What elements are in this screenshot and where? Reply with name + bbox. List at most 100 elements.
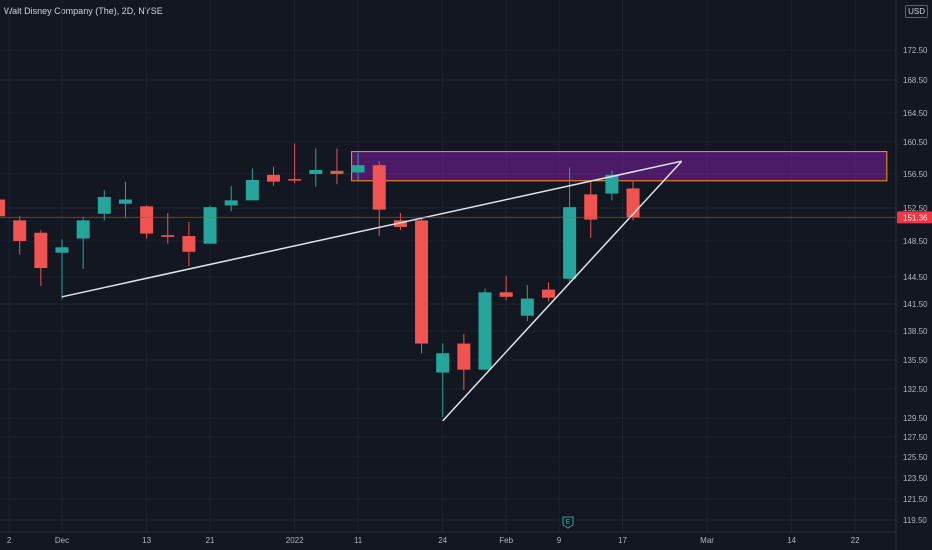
candle-down [182,222,196,267]
candle-body [520,298,534,316]
time-tick-label: Feb [499,536,513,545]
candle-body [140,206,154,234]
price-tick-label: 121.50 [903,495,928,504]
candle-down [415,217,429,354]
candle-up [351,153,365,181]
candle-body [224,200,238,206]
candle-up [224,185,238,212]
time-tick-label: 11 [354,536,363,545]
candle-body [0,199,6,217]
price-tick-label: 164.50 [903,109,928,118]
time-tick-label: Mar [700,536,714,545]
time-tick-label: Dec [55,536,69,545]
price-tick-label: 125.50 [903,453,928,462]
price-tick-label: 144.50 [903,273,928,282]
candle-body [330,170,344,174]
candle-body [605,174,619,194]
candle-down [541,282,555,302]
candle-body [55,247,69,253]
candle-down [267,166,280,186]
candle-up [563,167,577,282]
candle-down [457,333,471,390]
price-tick-label: 152.50 [903,204,928,213]
candle-body [541,289,555,298]
candle-down [288,143,302,184]
candle-down [330,148,344,185]
earnings-event-label: E [566,519,571,526]
price-tick-label: 148.50 [903,237,928,246]
time-tick-label: 17 [618,536,627,545]
candle-body [372,165,386,210]
time-tick-label: 14 [787,536,796,545]
candle-up [76,217,90,269]
candle-body [584,194,598,220]
candle-body [118,199,132,204]
candle-body [161,235,175,237]
resistance-zone [351,151,888,182]
candle-up [203,205,217,244]
candle-up [245,168,259,201]
candle-up [118,181,132,218]
trendline-layer [61,160,683,422]
price-tick-label: 156.50 [903,170,928,179]
price-tick-label: 127.50 [903,433,928,442]
time-axis[interactable]: 2 Dec 13 21 2022 11 24 Feb 9 17 Mar 14 22 [0,531,896,545]
candle-down [0,199,6,217]
price-tick-label: 129.50 [903,414,928,423]
candle-up [55,239,69,300]
candle-up [309,148,323,187]
candle-body [351,165,365,173]
candle-body [203,207,217,244]
price-tick-label: 172.50 [903,46,928,55]
chart-overlay: E [0,216,896,529]
time-tick-label: 21 [206,536,215,545]
candle-body [457,343,471,370]
candle-body [97,196,111,214]
symbol-title: Walt Disney Company (The), 2D, NYSE [4,6,163,16]
time-tick-label: 22 [851,536,860,545]
candle-body [34,232,48,268]
price-tick-label: 160.50 [903,138,928,147]
candle-body [415,220,429,344]
candle-body [76,220,90,239]
candle-down [372,161,386,237]
candle-body [393,220,407,227]
candle-body [436,353,450,373]
time-tick-label: 2022 [286,536,304,545]
candle-down [393,212,407,231]
candle-down [140,205,154,239]
currency-badge[interactable]: USD [905,5,928,18]
time-tick-label: 9 [557,536,562,545]
candle-body [309,170,323,174]
candle-body [245,179,259,201]
time-tick-label: 2 [7,536,12,545]
resistance-zone-layer [351,151,888,182]
time-tick-label: 13 [142,536,151,545]
candle-body [182,236,196,252]
candle-body [288,179,302,181]
candle-down [34,230,48,286]
candle-body [478,292,492,370]
candle-body [563,207,577,279]
price-tick-label: 141.50 [903,300,928,309]
earnings-event-icon[interactable]: E [562,516,574,529]
last-price-tag: 151.36 [897,211,932,224]
candle-up [97,190,111,221]
price-tick-label: 123.50 [903,474,928,483]
price-tick-label: 138.50 [903,327,928,336]
candle-body [267,174,280,182]
chart-grid [0,0,896,532]
price-tick-label: 168.50 [903,76,928,85]
trendline-support-steep [442,160,683,422]
price-tick-label: 135.50 [903,356,928,365]
candle-down [13,216,27,255]
price-axis[interactable]: 172.50 168.50 164.50 160.50 156.50 152.50 148.… [895,0,932,550]
candle-down [499,276,513,301]
candle-down [161,212,175,244]
candle-up [478,288,492,370]
candle-up [520,285,534,322]
time-tick-label: 24 [438,536,447,545]
candle-up [436,343,450,418]
price-tick-label: 132.50 [903,385,928,394]
